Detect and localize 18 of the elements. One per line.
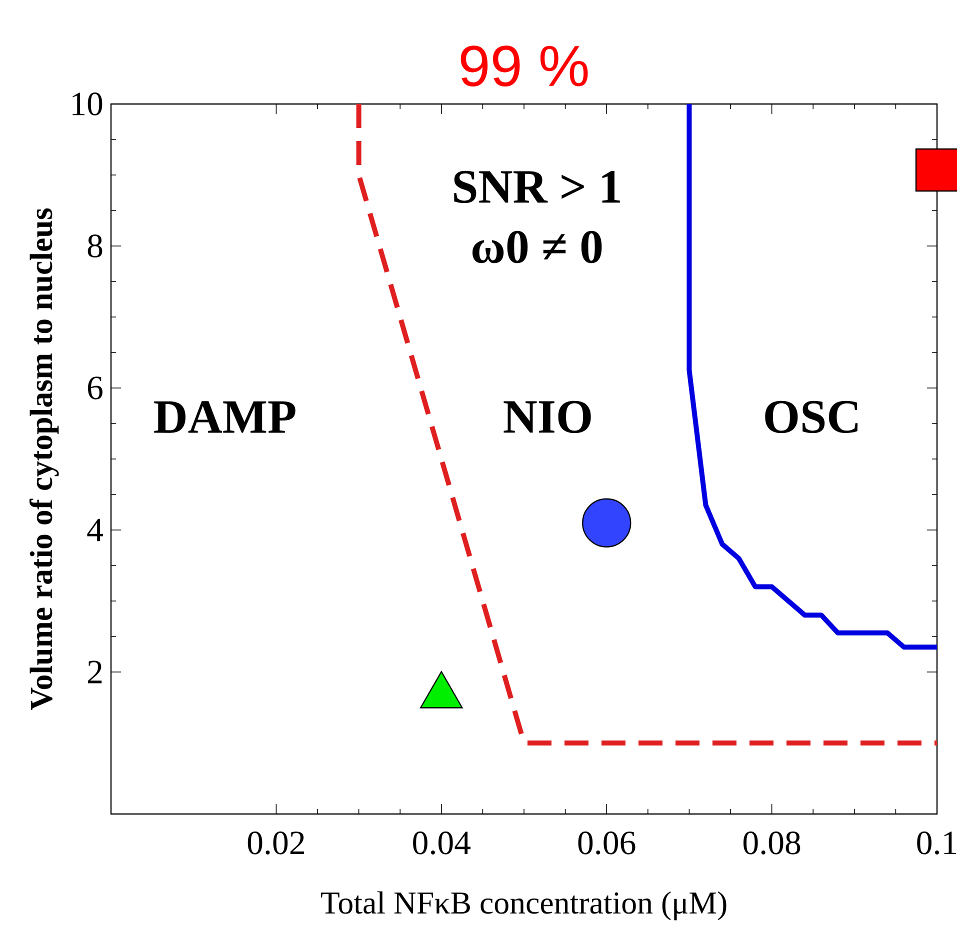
annotation: ω0 ≠ 0 [472,230,602,264]
x-tick-label: 0.08 [743,832,800,855]
chart-title: 99 % [460,46,588,86]
annotation: OSC [765,400,858,434]
y-tick-label: 10 [72,92,102,116]
x-axis-title: Total NFκB concentration (μM) [320,891,726,920]
x-tick-label: 0.02 [248,832,304,855]
y-tick-label: 4 [87,518,103,542]
annotation: DAMP [154,401,296,433]
y-tick-label: 6 [88,376,102,400]
x-tick-label: 0.06 [578,832,636,855]
x-tick-label: 0.1 [917,832,956,855]
y-tick-label: 8 [88,234,102,258]
x-tick-label: 0.04 [413,832,471,855]
annotation: NIO [504,400,591,434]
annotation: SNR > 1 [454,170,620,204]
y-axis-title: Volume ratio of cytoplasm to nucleus [29,208,59,710]
y-tick-label: 2 [88,660,102,684]
